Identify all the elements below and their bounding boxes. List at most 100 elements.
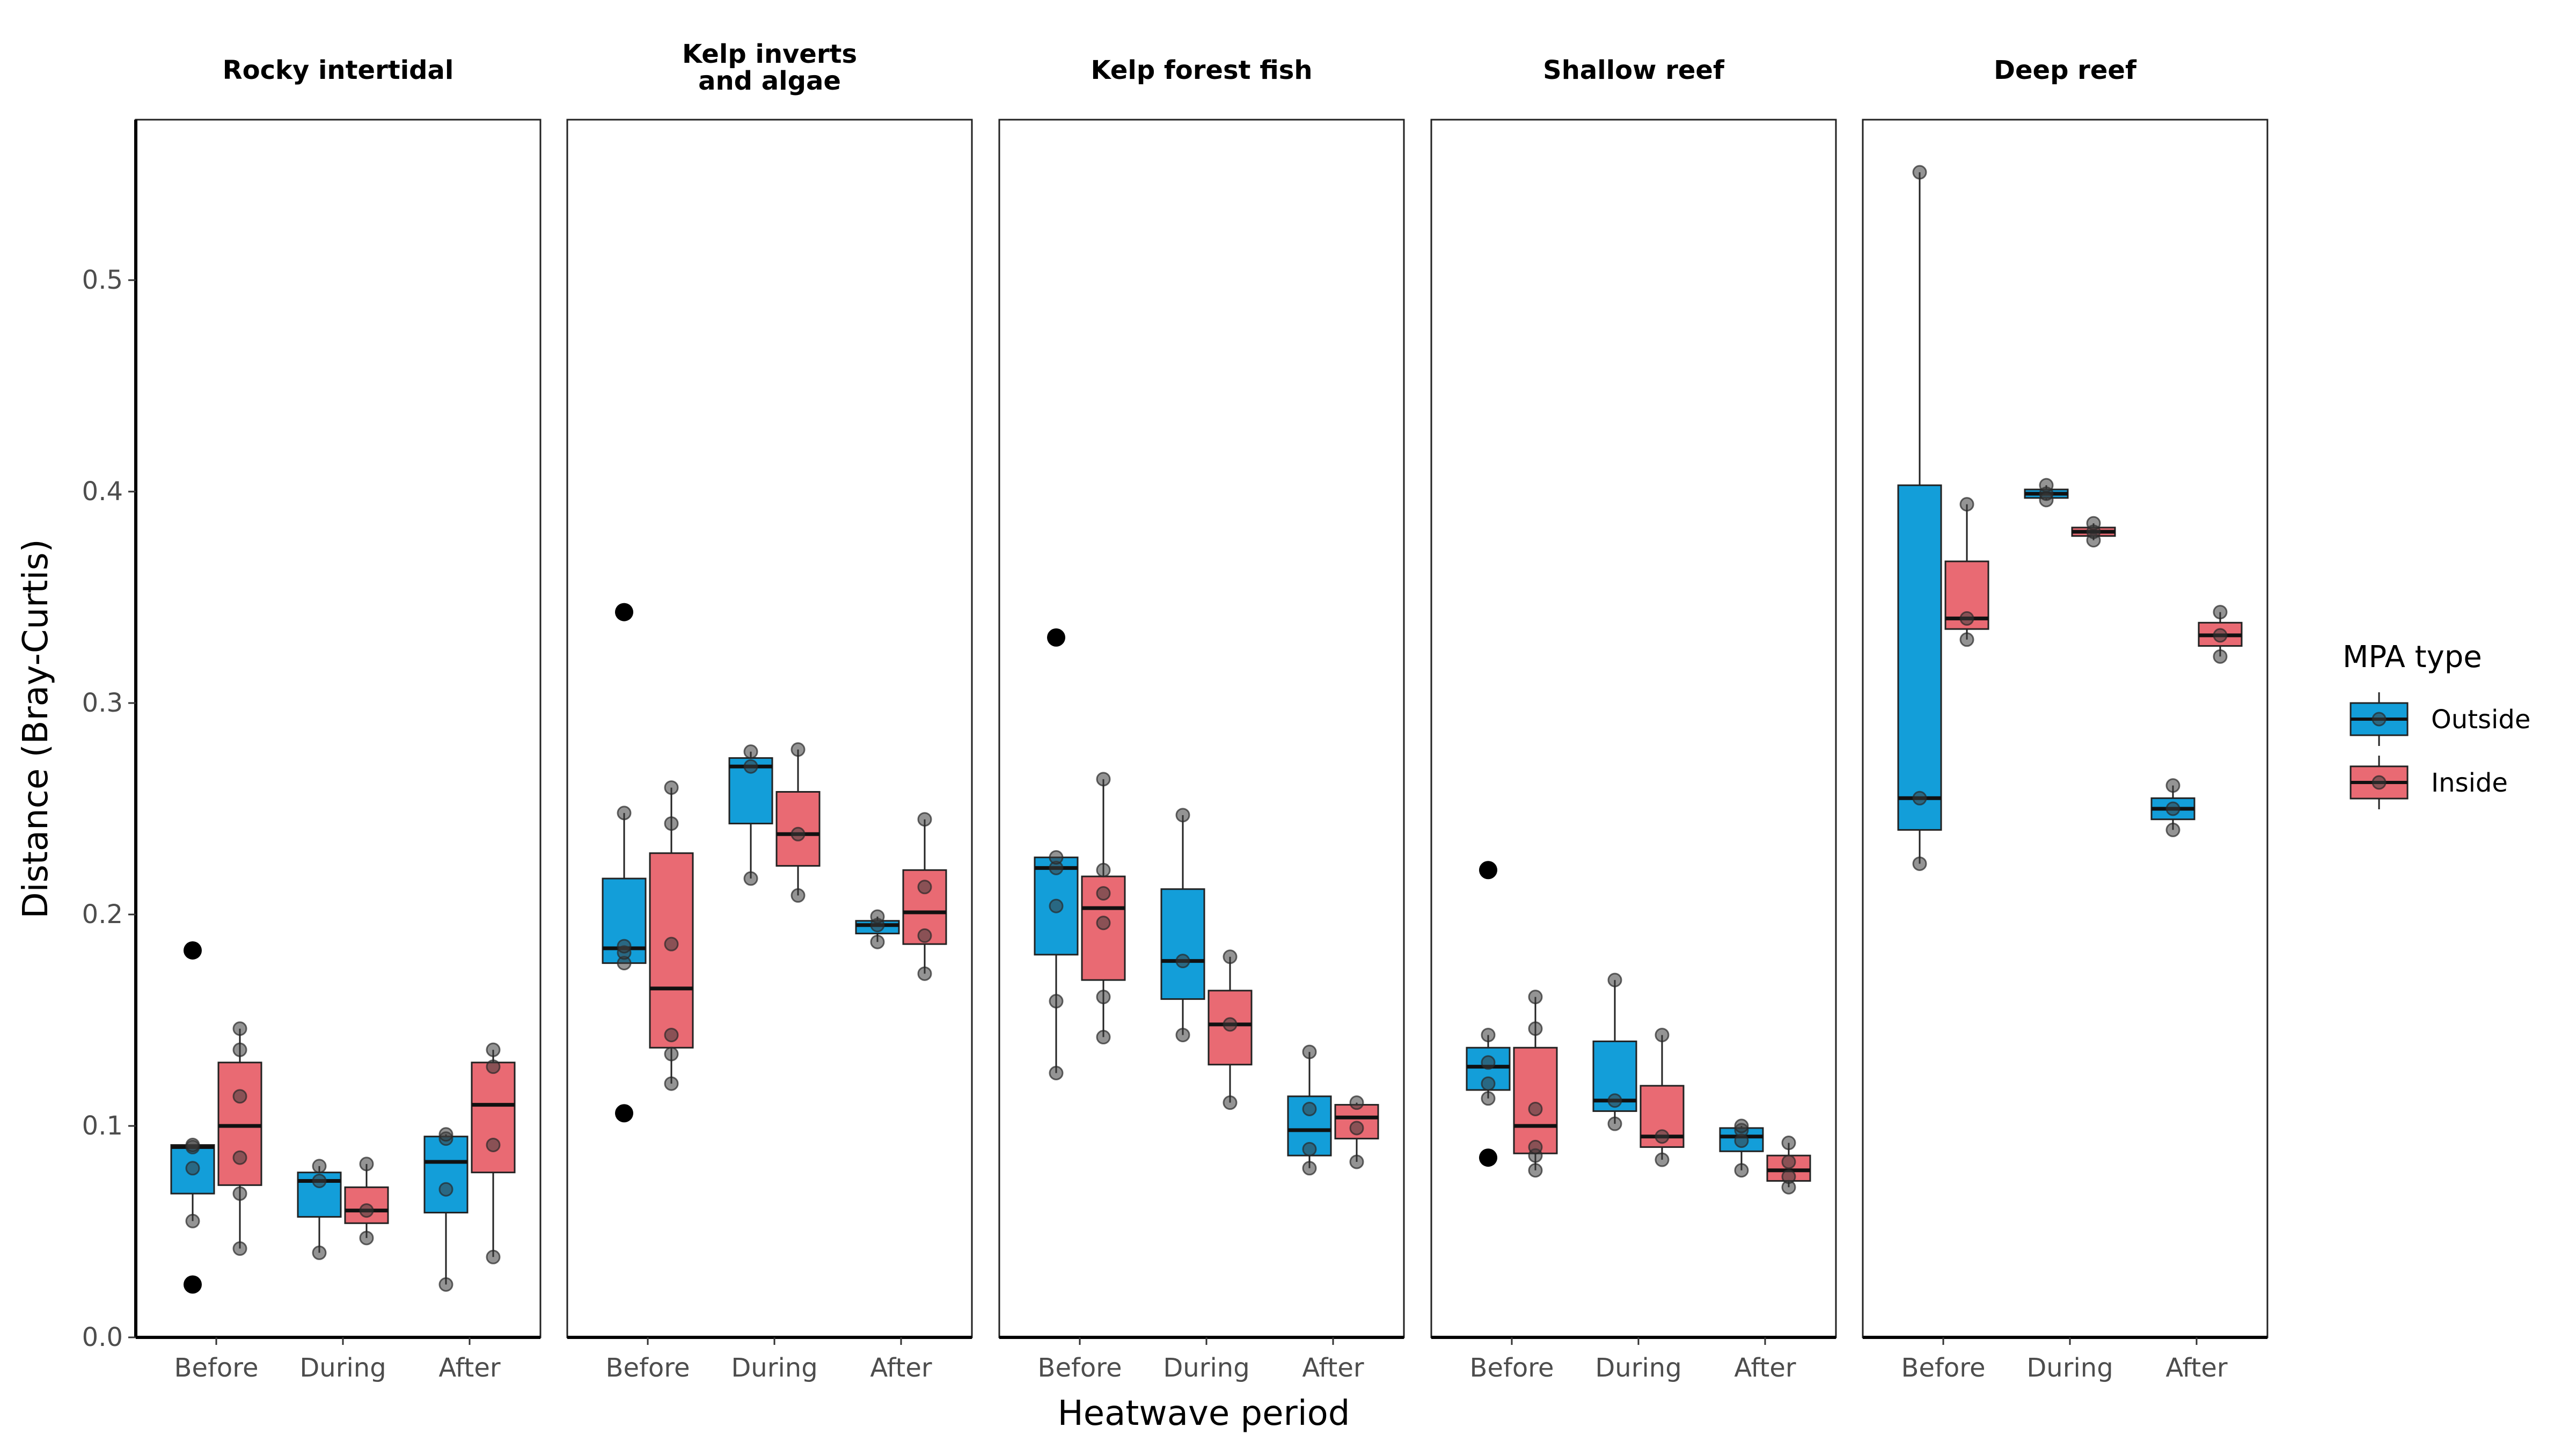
box-outside [1287, 1044, 1332, 1176]
data-point [312, 1159, 327, 1174]
data-point [359, 1157, 374, 1172]
data-point [1175, 954, 1190, 969]
data-point [312, 1173, 327, 1188]
data-point [1607, 1093, 1622, 1108]
data-point [1349, 1154, 1364, 1169]
data-point [1912, 791, 1927, 806]
x-tick-label: During [2026, 1353, 2113, 1383]
box-outside [1719, 1118, 1764, 1178]
outlier-point [1047, 628, 1065, 647]
x-tick-label: After [870, 1353, 932, 1383]
legend-item-outside: Outside [2350, 692, 2530, 746]
data-point [1223, 949, 1238, 964]
box-outside [1160, 808, 1205, 1043]
facet-title: Rocky intertidal [223, 55, 454, 85]
x-tick-label: During [1163, 1353, 1249, 1383]
data-point [791, 742, 806, 757]
data-point [1096, 916, 1111, 931]
box-iqr [1897, 484, 1942, 831]
outlier-point [184, 1275, 202, 1294]
data-point [1655, 1129, 1670, 1144]
data-point [1096, 862, 1111, 877]
box-iqr [1160, 888, 1205, 1000]
data-point [1175, 808, 1190, 823]
data-point [870, 934, 885, 949]
data-point [1302, 1141, 1317, 1157]
data-point [664, 936, 679, 952]
data-point [1912, 165, 1927, 180]
y-tick-label: 0.0 [82, 1322, 123, 1352]
data-point [2213, 605, 2228, 620]
data-point [232, 1186, 247, 1201]
x-tick-label: Before [1470, 1353, 1554, 1383]
legend-title: MPA type [2343, 640, 2482, 675]
y-tick-label: 0.5 [82, 265, 123, 295]
data-point [1302, 1044, 1317, 1059]
outlier-point [615, 603, 633, 621]
box-inside [1944, 497, 1989, 647]
data-point [1781, 1169, 1796, 1184]
box-iqr [1513, 1046, 1558, 1154]
box-inside [1513, 990, 1558, 1178]
data-point [664, 780, 679, 795]
data-point [743, 871, 758, 886]
box-inside [471, 1042, 516, 1264]
y-axis-title: Distance (Bray-Curtis) [16, 539, 56, 918]
x-tick-label: During [1595, 1353, 1681, 1383]
data-point [232, 1241, 247, 1256]
facet-panel: Rocky intertidal Before During After [135, 55, 541, 1383]
box-inside [902, 812, 947, 981]
box-inside [1766, 1136, 1811, 1195]
data-point [359, 1231, 374, 1246]
data-point [1049, 994, 1064, 1009]
x-tick-label: After [1734, 1353, 1796, 1383]
data-point [664, 816, 679, 831]
data-point [2165, 801, 2180, 816]
data-point [486, 1042, 501, 1057]
x-tick-label: After [2165, 1353, 2228, 1383]
facet-title: Shallow reef [1543, 55, 1725, 85]
x-tick-label: After [438, 1353, 501, 1383]
legend-label: Outside [2431, 705, 2530, 735]
box-iqr [217, 1062, 262, 1186]
x-tick-label: After [1302, 1353, 1364, 1383]
box-inside [2198, 605, 2243, 664]
data-point [743, 744, 758, 759]
facet-title: Kelp forest fish [1091, 55, 1312, 85]
data-point [359, 1203, 374, 1218]
box-iqr [423, 1136, 469, 1214]
data-point [1734, 1163, 1749, 1178]
box-inside [1640, 1028, 1685, 1167]
box-outside [1592, 972, 1637, 1131]
data-point [312, 1245, 327, 1260]
data-point [743, 759, 758, 774]
data-point [1781, 1154, 1796, 1169]
facet-panel: Kelp inverts and algae Before During After [566, 39, 973, 1383]
data-point [1959, 632, 1974, 647]
box-outside [602, 603, 647, 1123]
data-point [1528, 990, 1543, 1005]
data-point [1781, 1136, 1796, 1151]
legend-key-point [2372, 712, 2387, 727]
data-point [1528, 1021, 1543, 1036]
data-point [664, 1076, 679, 1091]
data-point [1912, 856, 1927, 871]
box-iqr [471, 1062, 516, 1174]
data-point [1349, 1095, 1364, 1110]
box-inside [344, 1157, 389, 1246]
facet-title: Deep reef [1994, 55, 2137, 85]
legend-item-inside: Inside [2350, 756, 2508, 809]
box-outside [170, 941, 215, 1294]
data-point [1096, 990, 1111, 1005]
x-tick-label: Before [174, 1353, 259, 1383]
data-point [917, 966, 932, 981]
data-point [1481, 1091, 1496, 1106]
facet-title-line: Deep reef [1994, 55, 2137, 85]
legend-label: Inside [2431, 768, 2508, 798]
x-tick-label: During [299, 1353, 386, 1383]
facet-title-line: Rocky intertidal [223, 55, 454, 85]
box-iqr [775, 791, 821, 867]
x-axis-title: Heatwave period [1058, 1394, 1350, 1433]
data-point [1096, 886, 1111, 901]
